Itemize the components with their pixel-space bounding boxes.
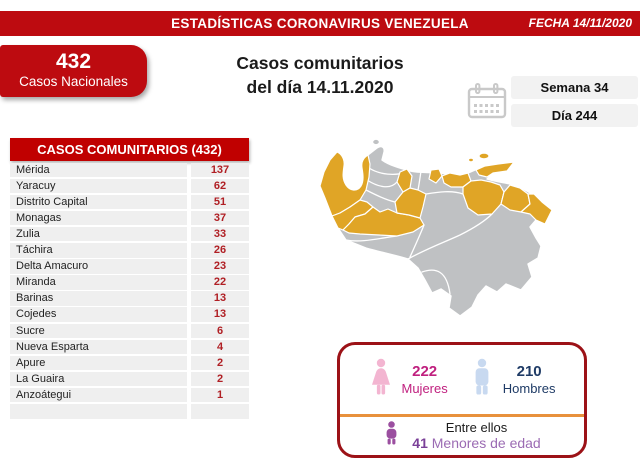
calendar-icon — [466, 82, 508, 120]
table-row: Yaracuy 62 — [10, 178, 249, 194]
national-cases-label: Casos Nacionales — [19, 74, 128, 89]
community-cases-table: CASOS COMUNITARIOS (432) Mérida 137 Yarac… — [10, 138, 249, 419]
state-cases: 6 — [191, 323, 249, 339]
map-region-highlighted — [462, 179, 505, 216]
header-title: ESTADÍSTICAS CORONAVIRUS VENEZUELA — [171, 16, 469, 31]
state-cases: 13 — [191, 291, 249, 306]
state-cases: 4 — [191, 339, 249, 355]
national-cases-box: 432 Casos Nacionales — [0, 45, 147, 97]
map-border-line — [421, 269, 451, 295]
table-row-empty — [10, 404, 249, 419]
women-stat: 222 Mujeres — [369, 353, 448, 408]
men-value: 210 — [516, 363, 542, 380]
state-name: Mérida — [10, 162, 187, 178]
community-cases-title: Casos comunitarios del día 14.11.2020 — [180, 51, 460, 99]
map-island-highlighted — [478, 152, 490, 160]
map-region-highlighted — [520, 193, 553, 225]
map-island-highlighted — [467, 157, 475, 163]
women-label: Mujeres — [401, 381, 448, 396]
state-name: La Guaira — [10, 371, 187, 387]
table-row: Miranda 22 — [10, 275, 249, 290]
table-row: Distrito Capital 51 — [10, 194, 249, 210]
minors-stat: Entre ellos 41 Menores de edad — [340, 417, 584, 455]
state-name: Cojedes — [10, 307, 187, 322]
week-badge-label: Semana 34 — [540, 80, 609, 95]
table-row: Barinas 13 — [10, 291, 249, 306]
minors-intro: Entre ellos — [445, 420, 508, 435]
day-badge: Día 244 — [511, 104, 638, 127]
table-row: Monagas 37 — [10, 210, 249, 226]
table-row: Cojedes 13 — [10, 307, 249, 322]
demographics-box: 222 Mujeres 210 — [337, 342, 587, 458]
state-name: Táchira — [10, 243, 187, 258]
minors-label: Menores de edad — [431, 435, 541, 451]
state-name: Apure — [10, 355, 187, 371]
man-icon — [470, 353, 494, 408]
table-row: La Guaira 2 — [10, 371, 249, 387]
table-row: Anzoátegui 1 — [10, 387, 249, 403]
state-cases: 33 — [191, 226, 249, 242]
women-value: 222 — [412, 363, 438, 380]
day-badge-label: Día 244 — [551, 108, 598, 123]
state-name: Monagas — [10, 210, 187, 226]
map-border-line — [366, 179, 398, 188]
state-cases: 1 — [191, 387, 249, 403]
map-region-highlighted — [475, 161, 515, 178]
state-cases: 2 — [191, 355, 249, 371]
map-region-highlighted — [394, 187, 427, 219]
table-row: Zulia 33 — [10, 226, 249, 242]
map-region-highlighted — [319, 151, 371, 217]
state-cases: 26 — [191, 243, 249, 258]
map-border-line — [365, 189, 396, 203]
state-cases: 37 — [191, 210, 249, 226]
state-name: Barinas — [10, 291, 187, 306]
state-name: Distrito Capital — [10, 194, 187, 210]
men-label: Hombres — [502, 381, 556, 396]
header-date: FECHA 14/11/2020 — [528, 16, 632, 30]
state-cases: 22 — [191, 275, 249, 290]
men-stat: 210 Hombres — [470, 353, 556, 408]
state-name: Anzoátegui — [10, 387, 187, 403]
map-border-line — [417, 170, 422, 191]
minors-line: 41 Menores de edad — [412, 435, 540, 452]
state-cases: 23 — [191, 259, 249, 274]
state-name: Miranda — [10, 275, 187, 290]
map-island-gray — [371, 138, 381, 146]
map-border-line — [409, 224, 425, 258]
table-row: Mérida 137 — [10, 162, 249, 178]
state-name: Yaracuy — [10, 178, 187, 194]
state-name: Zulia — [10, 226, 187, 242]
table-row: Nueva Esparta 4 — [10, 339, 249, 355]
state-name: Nueva Esparta — [10, 339, 187, 355]
table-row: Delta Amacuro 23 — [10, 259, 249, 274]
header-bar: ESTADÍSTICAS CORONAVIRUS VENEZUELA FECHA… — [0, 11, 640, 36]
woman-icon — [369, 353, 393, 408]
state-name: Delta Amacuro — [10, 259, 187, 274]
table-title: CASOS COMUNITARIOS (432) — [10, 138, 249, 161]
table-row: Apure 2 — [10, 355, 249, 371]
venezuela-map-svg — [319, 138, 553, 317]
community-cases-title-line2: del día 14.11.2020 — [246, 77, 394, 97]
map-region-highlighted — [428, 168, 443, 184]
minors-value: 41 — [412, 435, 428, 451]
state-name: Sucre — [10, 323, 187, 339]
gender-stats-row: 222 Mujeres 210 — [340, 345, 584, 415]
map-border-line — [425, 191, 464, 195]
state-cases: 62 — [191, 178, 249, 194]
child-icon — [383, 419, 400, 454]
state-cases: 137 — [191, 162, 249, 178]
orange-divider — [340, 414, 584, 417]
venezuela-map — [300, 130, 570, 330]
map-border-line — [345, 235, 398, 242]
state-cases: 13 — [191, 307, 249, 322]
week-badge: Semana 34 — [511, 76, 638, 99]
map-border-line — [407, 213, 493, 260]
table-row: Táchira 26 — [10, 243, 249, 258]
community-cases-title-line1: Casos comunitarios — [236, 53, 404, 73]
state-cases: 51 — [191, 194, 249, 210]
table-row: Sucre 6 — [10, 323, 249, 339]
national-cases-value: 432 — [55, 50, 92, 73]
state-cases: 2 — [191, 371, 249, 387]
